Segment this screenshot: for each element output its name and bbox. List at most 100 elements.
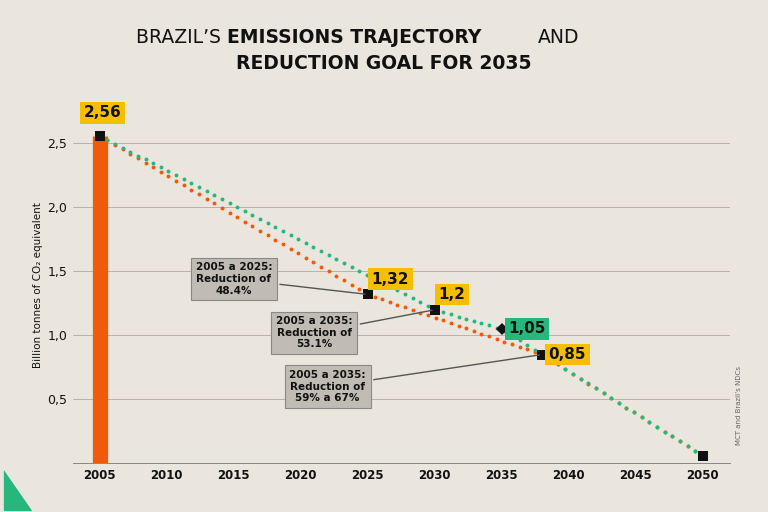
Point bbox=[658, 428, 670, 436]
Point bbox=[262, 219, 274, 227]
Point bbox=[528, 348, 541, 356]
Point bbox=[231, 203, 243, 211]
Point bbox=[536, 351, 548, 359]
Point bbox=[689, 447, 701, 455]
Text: 2005 a 2035:
Reduction of
53.1%: 2005 a 2035: Reduction of 53.1% bbox=[276, 310, 432, 349]
Point bbox=[338, 259, 350, 267]
Point bbox=[590, 385, 602, 393]
Point bbox=[124, 150, 137, 158]
Point bbox=[200, 187, 213, 195]
Text: BRAZIL’S: BRAZIL’S bbox=[136, 28, 227, 47]
Point bbox=[147, 159, 159, 167]
Point bbox=[247, 222, 259, 230]
Text: AND: AND bbox=[538, 28, 579, 47]
Text: 1,32: 1,32 bbox=[372, 272, 409, 287]
Point bbox=[270, 223, 282, 231]
Point bbox=[117, 143, 129, 152]
Point bbox=[658, 428, 670, 436]
Point bbox=[392, 301, 404, 309]
Point bbox=[185, 179, 197, 187]
Point bbox=[361, 270, 373, 279]
Point bbox=[292, 249, 304, 258]
Point bbox=[154, 163, 167, 172]
Point bbox=[697, 452, 709, 460]
Point bbox=[621, 403, 633, 412]
Text: EMISSIONS TRAJECTORY: EMISSIONS TRAJECTORY bbox=[227, 28, 481, 47]
Point bbox=[598, 389, 610, 397]
Point bbox=[559, 365, 571, 373]
Point bbox=[498, 337, 511, 346]
Point bbox=[559, 365, 571, 373]
Point bbox=[414, 308, 426, 316]
Point bbox=[361, 290, 373, 298]
Point bbox=[162, 172, 174, 180]
Point bbox=[506, 331, 518, 339]
Point bbox=[177, 181, 190, 189]
Point bbox=[483, 321, 495, 329]
Point bbox=[544, 356, 556, 364]
Point bbox=[445, 310, 457, 318]
Point bbox=[109, 139, 121, 147]
Point bbox=[437, 308, 449, 316]
Point bbox=[254, 215, 266, 223]
Text: REDUCTION GOAL FOR 2035: REDUCTION GOAL FOR 2035 bbox=[237, 54, 531, 73]
Point bbox=[117, 145, 129, 153]
Text: 2005 a 2025:
Reduction of
48.4%: 2005 a 2025: Reduction of 48.4% bbox=[196, 263, 365, 295]
Point bbox=[437, 316, 449, 325]
Point bbox=[666, 432, 678, 440]
Point bbox=[613, 399, 625, 407]
Point bbox=[536, 351, 548, 359]
Point bbox=[697, 452, 709, 460]
Point bbox=[689, 447, 701, 455]
Point bbox=[406, 306, 419, 314]
Point bbox=[330, 272, 343, 280]
Point bbox=[247, 211, 259, 219]
Point bbox=[574, 375, 587, 383]
Point bbox=[506, 340, 518, 348]
Point bbox=[636, 413, 648, 421]
Point bbox=[185, 186, 197, 194]
Point bbox=[674, 437, 686, 445]
Point bbox=[353, 285, 366, 293]
Text: MCT and Brazil’s NDCs: MCT and Brazil’s NDCs bbox=[736, 367, 742, 445]
Point bbox=[681, 442, 694, 450]
Point bbox=[491, 335, 503, 343]
Point bbox=[582, 379, 594, 388]
Point bbox=[170, 177, 182, 185]
Text: 2005 a 2035:
Reduction of
59% a 67%: 2005 a 2035: Reduction of 59% a 67% bbox=[290, 355, 539, 403]
Point bbox=[498, 327, 511, 335]
Point bbox=[208, 199, 220, 207]
Point bbox=[681, 442, 694, 450]
Text: 1,05: 1,05 bbox=[508, 322, 546, 336]
Point bbox=[551, 360, 564, 369]
Point bbox=[94, 132, 106, 140]
Point bbox=[369, 274, 381, 283]
Point bbox=[452, 312, 465, 321]
Point bbox=[414, 298, 426, 306]
Point bbox=[276, 227, 289, 235]
Point bbox=[590, 384, 602, 392]
Point bbox=[422, 302, 434, 310]
Point bbox=[452, 322, 465, 330]
Point bbox=[239, 218, 251, 226]
Point bbox=[392, 286, 404, 294]
Point bbox=[636, 413, 648, 421]
Point bbox=[140, 155, 152, 163]
Point bbox=[307, 258, 319, 266]
Point bbox=[254, 226, 266, 234]
Point bbox=[521, 341, 533, 349]
Point bbox=[406, 294, 419, 303]
Point bbox=[300, 253, 312, 262]
Point bbox=[284, 231, 296, 239]
Point bbox=[315, 247, 327, 255]
Point bbox=[338, 276, 350, 285]
Point bbox=[628, 408, 641, 416]
Point bbox=[650, 423, 663, 431]
Point bbox=[613, 399, 625, 407]
Point bbox=[239, 207, 251, 215]
Point bbox=[544, 355, 556, 364]
Point bbox=[147, 163, 159, 172]
Point bbox=[422, 311, 434, 319]
Point bbox=[323, 267, 335, 275]
Point bbox=[468, 317, 480, 325]
